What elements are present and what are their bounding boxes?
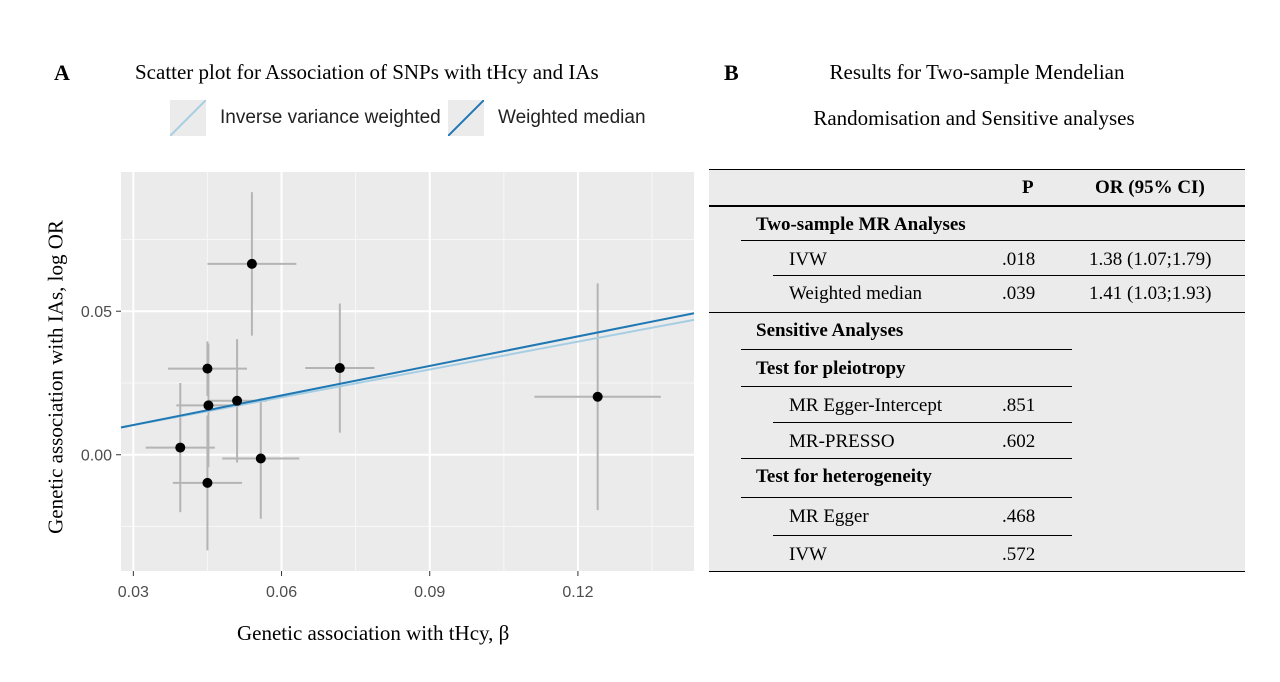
- table-title-line1: Results for Two-sample Mendelian: [829, 60, 1125, 84]
- data-point: [175, 442, 186, 453]
- table-rule: [773, 535, 1072, 536]
- data-point: [202, 477, 213, 488]
- table-row-label: Test for heterogeneity: [756, 466, 932, 487]
- table-cell-or: 1.41 (1.03;1.93): [1089, 283, 1212, 304]
- legend-item-ivw: Inverse variance weighted: [170, 100, 441, 136]
- table-header-p: P: [1022, 177, 1034, 198]
- data-point: [246, 258, 257, 269]
- table-cell-p: .468: [1002, 506, 1036, 527]
- table-title-line2: Randomisation and Sensitive analyses: [813, 106, 1135, 130]
- data-point: [334, 363, 345, 374]
- table-row-label: Sensitive Analyses: [756, 320, 904, 341]
- table-cell-p: .602: [1002, 431, 1036, 452]
- table-rule-top: [709, 169, 1245, 170]
- table-rule: [741, 458, 1072, 459]
- table-cell-p: .039: [1002, 283, 1036, 304]
- data-point: [232, 395, 243, 406]
- table-cell-p: .851: [1002, 395, 1036, 416]
- table-row-label: MR Egger: [789, 506, 869, 527]
- table-rule: [773, 275, 1245, 276]
- weighted-median-regression-line: [120, 312, 695, 429]
- scatter-plot: 0.03 0.06 0.09 0.12 0.00 0.05: [81, 172, 695, 600]
- table-rule-header: [709, 205, 1245, 207]
- table-cell-or: 1.38 (1.07;1.79): [1089, 249, 1212, 270]
- table-row-label: Weighted median: [789, 283, 923, 304]
- legend-key-weighted-median: [448, 100, 484, 136]
- data-point: [203, 400, 214, 411]
- table-rule: [741, 240, 1245, 241]
- table-header-or: OR (95% CI): [1095, 177, 1205, 198]
- chart-title: Scatter plot for Association of SNPs wit…: [135, 60, 599, 84]
- legend-key-ivw: [170, 100, 206, 136]
- results-table: P OR (95% CI) Two-sample MR Analyses IVW…: [709, 169, 1245, 572]
- table-rule-bottom: [709, 571, 1245, 572]
- y-tick-label: 0.00: [81, 448, 112, 465]
- data-point: [202, 363, 213, 374]
- x-axis-title: Genetic association with tHcy, β: [237, 621, 510, 645]
- table-row-label: MR Egger-Intercept: [789, 395, 943, 416]
- table-rule: [773, 422, 1072, 423]
- table-rule: [741, 497, 1072, 498]
- legend-item-weighted-median: Weighted median: [448, 100, 646, 136]
- table-rule: [741, 349, 1072, 350]
- x-tick-label: 0.03: [118, 584, 149, 600]
- table-rule: [741, 386, 1072, 387]
- x-tick-label: 0.12: [562, 584, 593, 600]
- legend-label-ivw: Inverse variance weighted: [220, 107, 441, 128]
- y-tick-label: 0.05: [81, 304, 112, 321]
- table-row-label: Two-sample MR Analyses: [756, 214, 966, 235]
- table-cell-p: .572: [1002, 544, 1036, 565]
- legend-label-weighted-median: Weighted median: [498, 107, 646, 128]
- table-row-label: MR-PRESSO: [789, 431, 895, 452]
- data-point: [255, 453, 266, 464]
- x-tick-label: 0.09: [414, 584, 445, 600]
- table-row-label: Test for pleiotropy: [756, 358, 906, 379]
- table-row-label: IVW: [789, 249, 827, 270]
- table-row-label: IVW: [789, 544, 827, 565]
- table-rule: [709, 312, 1245, 313]
- ivw-regression-line: [120, 318, 695, 429]
- y-axis-title: Genetic association with IAs, log OR: [43, 220, 68, 534]
- data-point: [592, 391, 603, 402]
- panel-b-letter: B: [724, 60, 739, 85]
- x-tick-label: 0.06: [266, 584, 297, 600]
- panel-a-letter: A: [54, 60, 70, 85]
- table-cell-p: .018: [1002, 249, 1036, 270]
